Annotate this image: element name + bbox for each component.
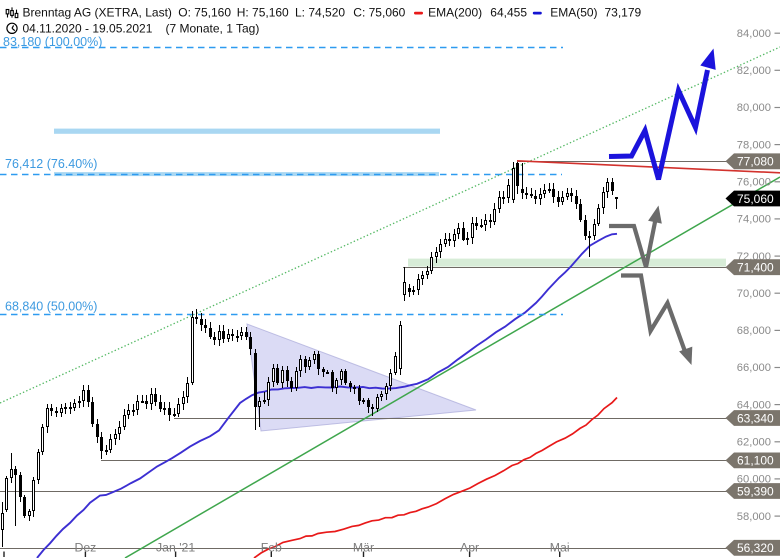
svg-text:O: 75,160: O: 75,160	[178, 6, 231, 20]
svg-text:Jan '21: Jan '21	[156, 541, 195, 555]
svg-text:78,000: 78,000	[737, 139, 771, 151]
svg-text:68,840 (50.00%): 68,840 (50.00%)	[5, 300, 97, 314]
svg-text:82,000: 82,000	[737, 65, 771, 77]
svg-text:L: 74,520: L: 74,520	[295, 6, 345, 20]
svg-text:64,000: 64,000	[737, 399, 771, 411]
svg-text:60,000: 60,000	[737, 474, 771, 486]
svg-text:83,180 (100.00%): 83,180 (100.00%)	[3, 35, 102, 49]
svg-text:64,455: 64,455	[490, 6, 527, 20]
svg-text:73,179: 73,179	[605, 6, 642, 20]
svg-text:EMA(200): EMA(200)	[428, 6, 482, 20]
svg-text:04.11.2020 - 19.05.2021: 04.11.2020 - 19.05.2021	[23, 21, 153, 35]
svg-text:63,340: 63,340	[737, 411, 774, 425]
svg-text:68,000: 68,000	[737, 325, 771, 337]
svg-text:84,000: 84,000	[737, 28, 771, 40]
svg-text:59,390: 59,390	[737, 484, 774, 498]
svg-text:77,080: 77,080	[737, 155, 774, 169]
svg-text:70,000: 70,000	[737, 288, 771, 300]
svg-text:61,100: 61,100	[737, 454, 774, 468]
svg-text:62,000: 62,000	[737, 437, 771, 449]
svg-text:76,412 (76.40%): 76,412 (76.40%)	[5, 157, 97, 171]
svg-text:74,000: 74,000	[737, 214, 771, 226]
svg-text:C: 75,060: C: 75,060	[353, 6, 405, 20]
svg-text:Feb: Feb	[261, 541, 282, 555]
svg-text:EMA(50): EMA(50)	[550, 6, 597, 20]
svg-text:Apr: Apr	[460, 541, 479, 555]
svg-text:75,060: 75,060	[737, 192, 774, 206]
svg-text:76,000: 76,000	[737, 177, 771, 189]
svg-text:56,320: 56,320	[737, 541, 774, 555]
svg-text:66,000: 66,000	[737, 362, 771, 374]
svg-text:Mär: Mär	[353, 541, 374, 555]
svg-text:71,400: 71,400	[737, 261, 774, 275]
svg-text:Mai: Mai	[550, 541, 570, 555]
svg-text:H: 75,160: H: 75,160	[237, 6, 289, 20]
svg-text:58,000: 58,000	[737, 511, 771, 523]
svg-text:80,000: 80,000	[737, 102, 771, 114]
svg-text:Dez: Dez	[74, 541, 96, 555]
svg-text:Brenntag AG (XETRA, Last): Brenntag AG (XETRA, Last)	[23, 6, 172, 20]
svg-text:(7 Monate, 1 Tag): (7 Monate, 1 Tag)	[166, 21, 260, 35]
